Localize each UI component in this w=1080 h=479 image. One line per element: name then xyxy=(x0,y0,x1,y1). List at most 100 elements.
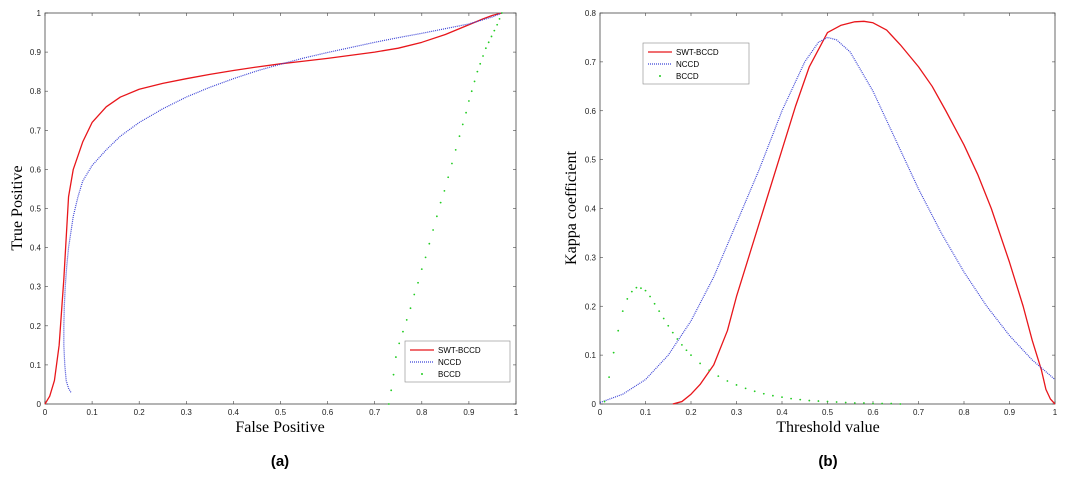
roc-series-bccd-point xyxy=(454,148,457,151)
roc-series-bccd-point xyxy=(461,123,464,126)
kappa-series-bccd-point xyxy=(890,402,893,405)
kappa-legend-bccd-swatch xyxy=(659,75,661,77)
roc-y-tick-label: 0.3 xyxy=(30,283,42,292)
roc-series-bccd-point xyxy=(387,403,390,405)
kappa-series-bccd-point xyxy=(863,402,865,404)
kappa-series-bccd-point xyxy=(676,338,679,340)
kappa-series-bccd-point xyxy=(644,289,647,292)
roc-x-tick-label: 0.3 xyxy=(181,408,193,417)
roc-series-bccd-point xyxy=(473,80,476,83)
kappa-series-bccd-point xyxy=(603,400,606,403)
roc-x-tick-label: 0.7 xyxy=(369,408,381,417)
roc-series-bccd-point xyxy=(394,356,397,358)
roc-series-bccd-point xyxy=(479,62,482,65)
kappa-series-bccd-point xyxy=(853,402,856,404)
roc-y-tick-label: 0.8 xyxy=(30,87,42,96)
kappa-y-tick-label: 0.8 xyxy=(585,9,597,18)
kappa-x-tick-label: 1 xyxy=(1053,408,1058,417)
kappa-legend-nccd-label: NCCD xyxy=(676,60,699,69)
roc-series-bccd-point xyxy=(402,330,404,333)
roc-series-bccd-point xyxy=(443,190,446,192)
kappa-series-group xyxy=(599,20,1056,405)
kappa-series-bccd-point xyxy=(835,401,838,403)
roc-x-tick-label: 0.5 xyxy=(275,408,287,417)
kappa-series-bccd-point xyxy=(621,310,624,313)
kappa-x-tick-label: 0 xyxy=(598,408,603,417)
roc-y-tick-label: 0.6 xyxy=(30,165,42,174)
roc-y-tick-label: 0.1 xyxy=(30,361,42,370)
roc-legend-bccd-label: BCCD xyxy=(438,370,461,379)
kappa-x-tick-label: 0.4 xyxy=(776,408,788,417)
roc-x-tick-label: 0.8 xyxy=(416,408,428,417)
kappa-y-tick-label: 0.4 xyxy=(585,205,597,214)
kappa-series-bccd-point xyxy=(635,286,638,289)
roc-caption: (a) xyxy=(271,453,289,470)
kappa-legend: SWT-BCCD NCCD BCCD xyxy=(642,42,750,85)
kappa-x-tick-label: 0.2 xyxy=(685,408,697,417)
kappa-x-tick-label: 0.6 xyxy=(867,408,879,417)
kappa-series-bccd-point xyxy=(699,362,701,365)
kappa-series-bccd-point xyxy=(662,317,665,320)
kappa-tick-group: 0 0.1 0.2 0.3 0.4 0.5 0.6 0.7 0.8 0.9 1 0 0.1 0.2 0.3 0… xyxy=(585,9,1058,417)
kappa-series-bccd-point xyxy=(817,400,820,402)
roc-series-bccd-point xyxy=(405,319,408,321)
roc-legend-swt-label: SWT-BCCD xyxy=(438,346,481,355)
roc-series-swt-bccd-line xyxy=(44,12,503,405)
roc-series-bccd-point xyxy=(409,307,412,310)
kappa-y-tick-label: 0.2 xyxy=(585,302,597,311)
kappa-series-bccd-point xyxy=(685,349,688,352)
roc-x-tick-label: 0 xyxy=(43,408,48,417)
roc-series-bccd-point xyxy=(498,17,501,20)
roc-x-axis-label: False Positive xyxy=(235,419,324,436)
roc-series-bccd-point xyxy=(500,12,503,14)
roc-series-bccd-point xyxy=(413,293,416,296)
kappa-series-nccd-line xyxy=(599,36,1056,404)
roc-series-bccd-point xyxy=(390,389,393,392)
kappa-series-bccd-point xyxy=(649,295,651,298)
roc-y-tick-label: 0.7 xyxy=(30,126,42,135)
roc-legend-nccd-label: NCCD xyxy=(438,358,461,367)
roc-series-group xyxy=(44,12,503,405)
kappa-series-bccd-point xyxy=(717,375,720,378)
roc-series-bccd-point xyxy=(424,256,427,259)
kappa-series-bccd-point xyxy=(899,403,902,405)
roc-series-nccd-line xyxy=(63,12,503,393)
roc-series-bccd-point xyxy=(470,90,473,93)
kappa-series-bccd-point xyxy=(844,401,847,404)
kappa-series-bccd-point xyxy=(826,400,829,403)
roc-series-bccd-point xyxy=(476,70,479,73)
kappa-series-bccd-point xyxy=(808,399,811,402)
roc-series-bccd-point xyxy=(451,162,453,165)
kappa-series-bccd-point xyxy=(671,331,674,334)
kappa-series-bccd-point xyxy=(630,290,633,293)
kappa-y-tick-label: 0.7 xyxy=(585,58,597,67)
kappa-series-bccd-point xyxy=(681,343,683,346)
kappa-series-bccd-point xyxy=(658,310,661,313)
kappa-series-bccd-point xyxy=(690,354,692,357)
kappa-y-tick-label: 0 xyxy=(592,400,597,409)
kappa-chart: 0 0.1 0.2 0.3 0.4 0.5 0.6 0.7 0.8 0.9 1 0 0.1 0.2 0.3 0… xyxy=(563,9,1058,470)
kappa-series-bccd-point xyxy=(612,351,615,354)
kappa-series-bccd-point xyxy=(640,287,642,290)
kappa-x-tick-label: 0.1 xyxy=(640,408,652,417)
kappa-y-tick-label: 0.1 xyxy=(585,351,597,360)
kappa-series-bccd-point xyxy=(708,369,711,372)
kappa-series-bccd-point xyxy=(744,387,747,390)
kappa-series-bccd-point xyxy=(799,398,802,401)
roc-x-tick-label: 0.9 xyxy=(463,408,475,417)
kappa-series-bccd-point xyxy=(772,394,774,397)
roc-y-tick-label: 0 xyxy=(37,400,42,409)
kappa-series-bccd-point xyxy=(881,402,883,405)
kappa-series-bccd-point xyxy=(726,380,729,382)
kappa-series-bccd-point xyxy=(608,376,610,379)
roc-y-tick-label: 0.4 xyxy=(30,244,42,253)
roc-series-bccd-point xyxy=(398,342,401,345)
kappa-y-tick-label: 0.3 xyxy=(585,253,597,262)
roc-series-bccd-point xyxy=(417,281,419,284)
roc-chart: 0 0.1 0.2 0.3 0.4 0.5 0.6 0.7 0.8 0.9 1 0 0.1 0.2 0.3 0… xyxy=(9,9,519,470)
kappa-series-bccd-point xyxy=(762,392,765,395)
roc-series-bccd-point xyxy=(458,135,461,138)
kappa-x-tick-label: 0.5 xyxy=(822,408,834,417)
roc-y-tick-label: 0.2 xyxy=(30,322,42,331)
kappa-series-bccd-point xyxy=(872,402,874,405)
